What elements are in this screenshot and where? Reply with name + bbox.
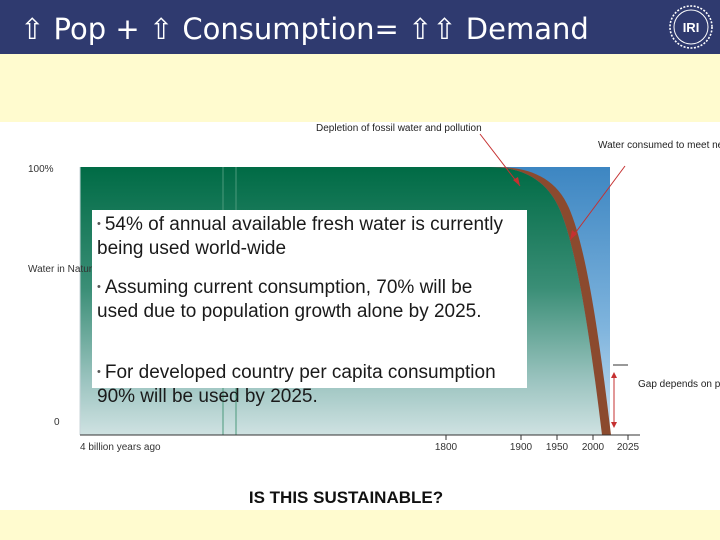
arrow-consumed <box>569 165 626 241</box>
y-tick-label-100: 100% <box>28 164 54 175</box>
bullet-2-text: Assuming current consumption, 70% will b… <box>97 277 482 322</box>
x-tick-label-1800: 1800 <box>435 442 458 453</box>
arrowhead-consumed <box>570 230 577 240</box>
annotation-consumed: Water consumed to meet needs of man <box>598 140 720 151</box>
x-tick-label-2000: 2000 <box>582 442 605 453</box>
arrowhead-depletion <box>513 177 520 186</box>
x-tick-label-2025: 2025 <box>617 442 640 453</box>
annotation-gap: Gap depends on place and time <box>638 379 720 390</box>
bullet-1: • 54% of annual available fresh water is … <box>97 214 517 260</box>
chart-title: IS THIS SUSTAINABLE? <box>249 488 443 507</box>
y-tick-label-0: 0 <box>54 417 60 428</box>
slide-title: ⇧ Pop + ⇧ Consumption= ⇧⇧ Demand <box>20 12 589 46</box>
gap-arrowhead-up <box>611 372 617 378</box>
annotation-depletion: Depletion of fossil water and pollution <box>316 123 482 134</box>
depletion-band <box>490 167 611 435</box>
y-axis-label: Water in Nature <box>28 264 98 275</box>
bullet-textbox <box>92 210 527 388</box>
gap-arrowhead-down <box>611 422 617 428</box>
bullet-3: • For developed country per capita consum… <box>97 362 517 408</box>
bullet-dot: • <box>97 218 101 230</box>
bullet-dot: • <box>97 366 101 378</box>
footer-band <box>0 510 720 540</box>
bullet-3-text: For developed country per capita consump… <box>97 362 496 407</box>
x-tick-label-1900: 1900 <box>510 442 533 453</box>
subtitle-band <box>0 54 720 122</box>
bullet-2: • Assuming current consumption, 70% will … <box>97 277 517 323</box>
title-bar: ⇧ Pop + ⇧ Consumption= ⇧⇧ Demand IRI <box>0 0 720 54</box>
iri-logo: IRI <box>669 5 713 49</box>
bullet-1-text: 54% of annual available fresh water is c… <box>97 214 504 259</box>
x-tick-label-1950: 1950 <box>546 442 569 453</box>
bullet-dot: • <box>97 281 101 293</box>
logo-text: IRI <box>683 20 700 35</box>
x-tick-label-start: 4 billion years ago <box>80 442 161 453</box>
arrow-depletion <box>479 133 521 187</box>
